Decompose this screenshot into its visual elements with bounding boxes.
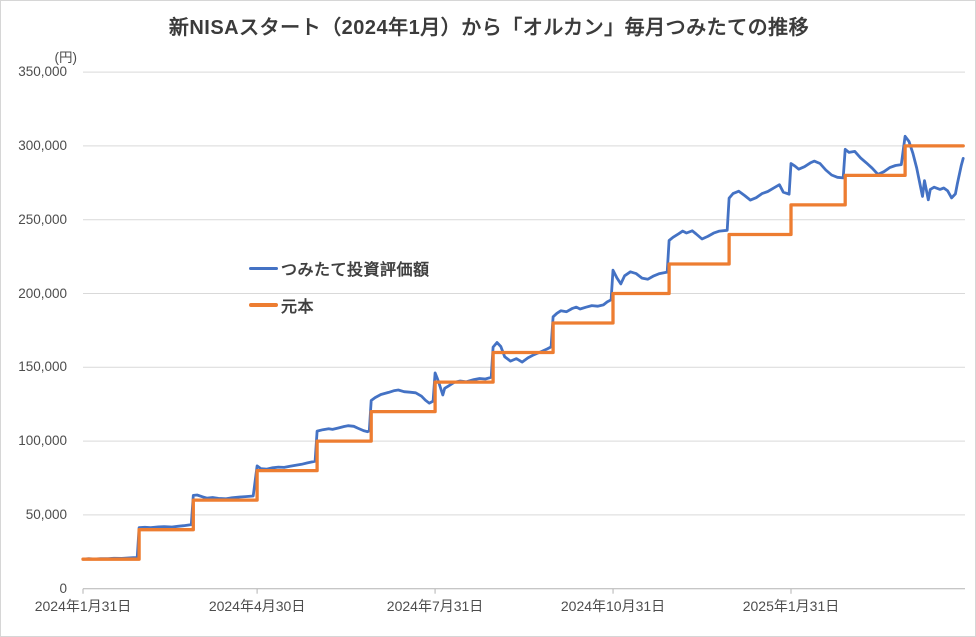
chart-title: 新NISAスタート（2024年1月）から「オルカン」毎月つみたての推移 [168, 17, 810, 39]
y-tick-label: 200,000 [18, 285, 67, 301]
y-tick-label: 0 [59, 580, 67, 596]
legend: つみたて投資評価額 元本 [249, 256, 430, 330]
y-tick-label: 150,000 [18, 359, 67, 375]
legend-label: つみたて投資評価額 [281, 262, 430, 279]
x-tick-label: 2024年1月31日 [34, 598, 132, 614]
x-tick-label: 2024年10月31日 [560, 598, 666, 614]
y-tick-label: 250,000 [18, 211, 67, 227]
legend-item-evaluation: つみたて投資評価額 [249, 256, 430, 280]
x-tick-label: 2025年1月31日 [742, 598, 840, 614]
y-axis-unit-label: (円) [54, 50, 78, 65]
y-tick-label: 100,000 [18, 433, 67, 449]
legend-line-orange [249, 303, 278, 307]
legend-item-principal: 元本 [249, 293, 430, 317]
y-tick-label: 300,000 [18, 137, 67, 153]
x-tick-label: 2024年7月31日 [386, 598, 484, 614]
x-tick-label: 2024年4月30日 [208, 598, 306, 614]
legend-label: 元本 [281, 299, 315, 316]
y-tick-label: 50,000 [25, 506, 67, 522]
legend-line-blue [249, 266, 278, 270]
y-tick-label: 350,000 [18, 64, 67, 80]
